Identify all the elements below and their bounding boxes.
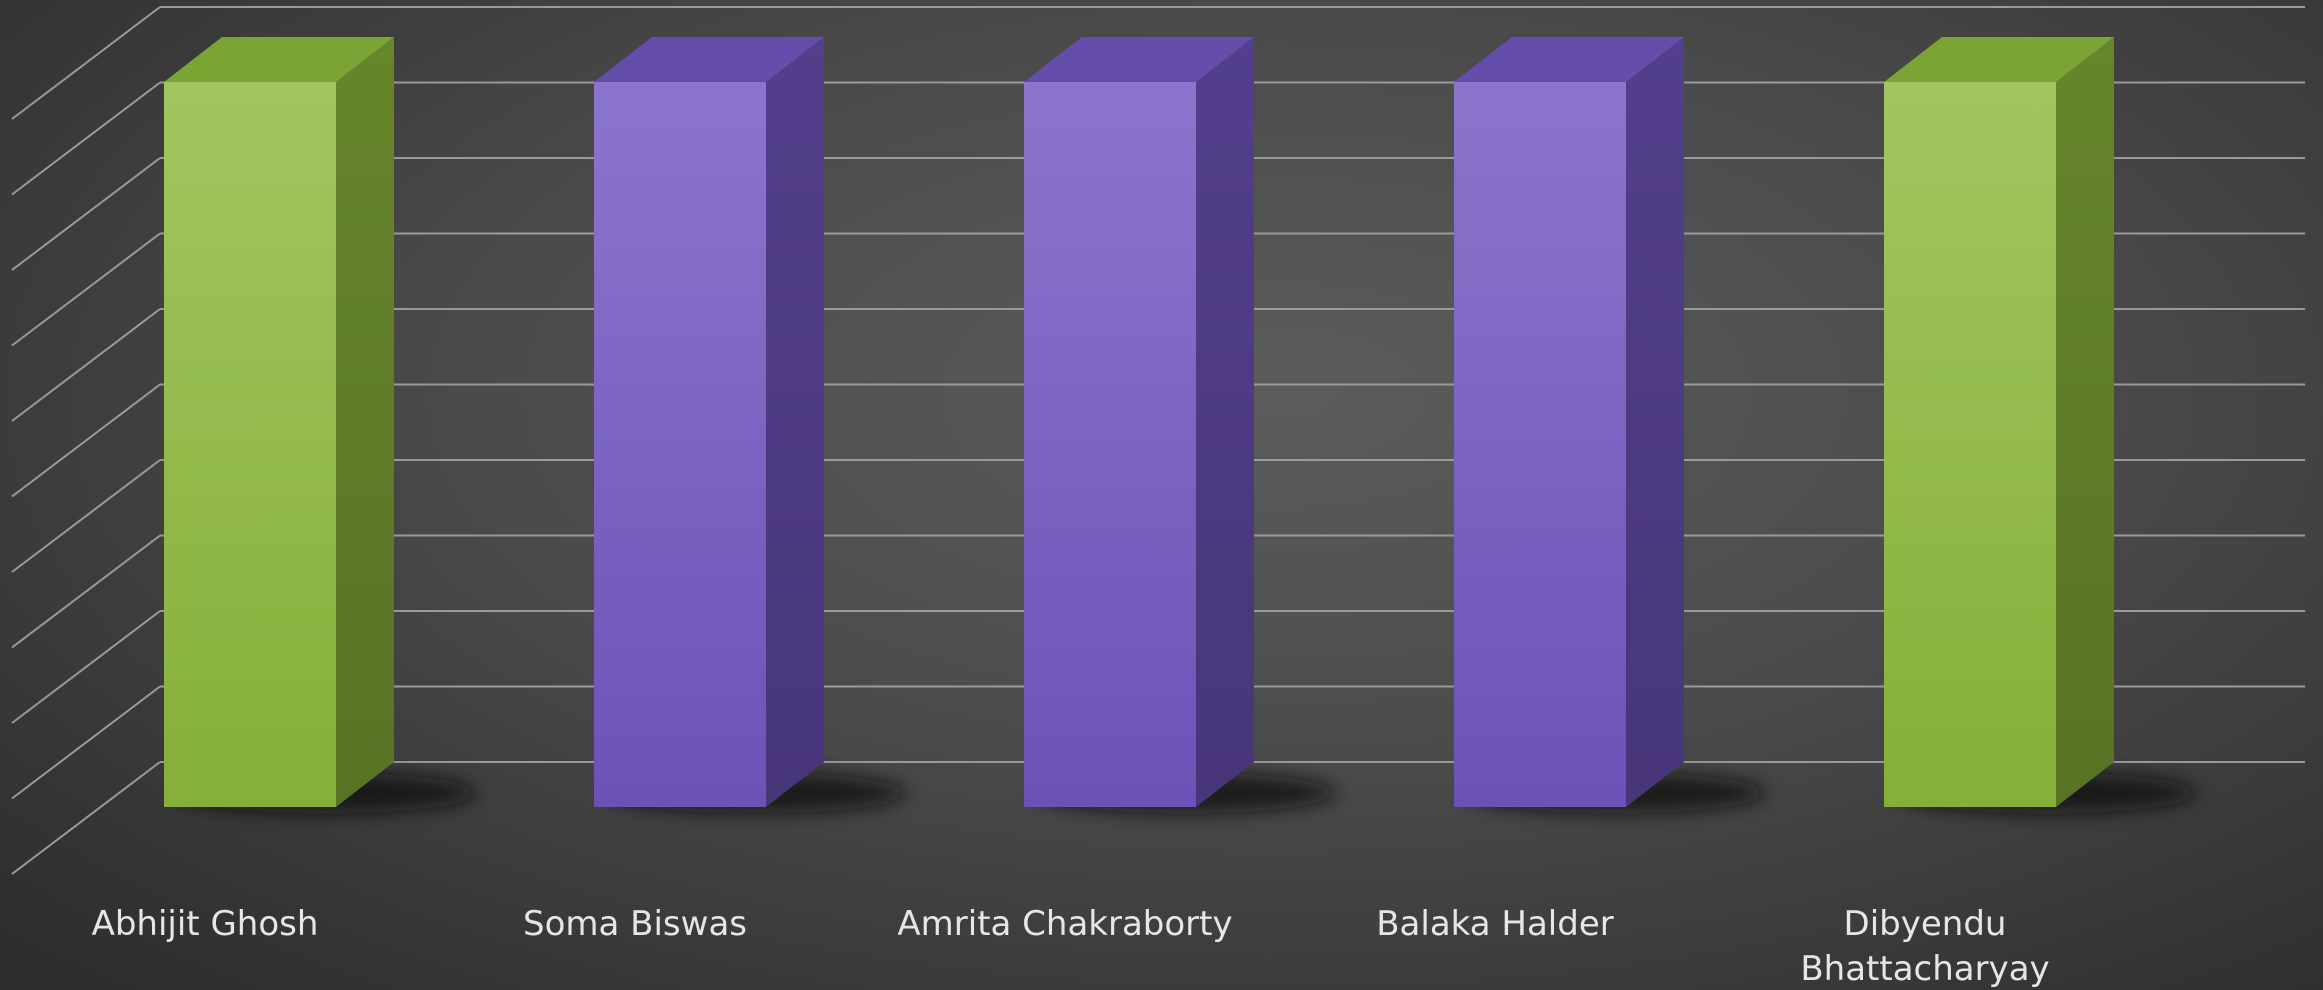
gridline-side (11, 685, 161, 800)
gridline-side (11, 81, 161, 196)
gridline-side (11, 308, 161, 422)
bar-front-face (1884, 82, 2056, 807)
bar-top-face (164, 37, 394, 82)
bar (164, 37, 394, 807)
bar-front-face (164, 82, 336, 807)
gridline-side (11, 610, 161, 724)
gridline-side (11, 534, 161, 649)
bar (1454, 37, 1684, 807)
bar-side-face (1626, 37, 1684, 807)
bar-top-face (1884, 37, 2114, 82)
bar (594, 37, 824, 807)
category-label: Abhijit Ghosh (92, 904, 319, 944)
category-label: Balaka Halder (1376, 904, 1614, 944)
bar-side-face (2056, 37, 2114, 807)
category-label: Amrita Chakraborty (897, 904, 1232, 944)
gridline-side (11, 6, 161, 120)
bar-side-face (336, 37, 394, 807)
category-label: Dibyendu (1844, 904, 2007, 944)
bar (1024, 37, 1254, 807)
gridline-side (11, 232, 161, 347)
bar-top-face (1454, 37, 1684, 82)
category-label: Bhattacharyay (1800, 949, 2049, 989)
gridline-side (11, 157, 161, 271)
bar-front-face (1024, 82, 1196, 807)
bar-top-face (1024, 37, 1254, 82)
bar-side-face (766, 37, 824, 807)
gridline-side (11, 383, 161, 498)
gridline-side (11, 761, 161, 875)
bars (164, 37, 2114, 807)
bar-front-face (1454, 82, 1626, 807)
bar-side-face (1196, 37, 1254, 807)
bar (1884, 37, 2114, 807)
gridline-side (11, 459, 161, 573)
category-label: Soma Biswas (523, 904, 747, 944)
bar-top-face (594, 37, 824, 82)
category-labels: Abhijit Ghosh Soma Biswas Amrita Chakrabor… (92, 904, 2050, 989)
bar-front-face (594, 82, 766, 807)
